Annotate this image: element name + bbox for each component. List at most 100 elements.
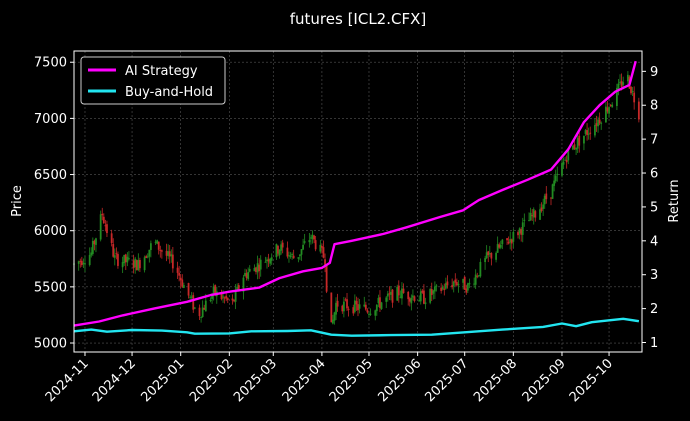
candle-body [168,251,171,257]
candle-body [253,267,256,272]
candle-body [532,209,535,218]
y-right-tick-label: 7 [650,133,658,148]
candle-body [149,243,152,251]
candle-body [222,296,224,298]
candle-body [331,319,334,324]
candle-body [90,252,93,256]
candle-body [455,281,458,286]
candle-body [267,259,270,262]
y-right-tick-label: 5 [650,200,658,215]
candle-body [512,231,515,242]
candle-body [606,107,609,112]
candle-body [630,86,632,94]
candle-body [477,275,480,277]
candle-body [622,82,625,85]
candle-body [374,310,377,316]
candle-body [270,257,273,261]
candle-body [485,252,488,259]
candle-body [520,229,523,235]
candle-body [269,258,272,264]
candle-body [128,258,130,260]
y-left-tick-label: 5500 [34,280,67,295]
candle-body [419,291,422,302]
candle-body [93,240,96,245]
candle-body [77,261,80,264]
candle-body [179,277,182,281]
candle-body [531,215,534,217]
candle-body [534,211,537,218]
candle-body [631,90,634,92]
candle-body [277,246,279,254]
candle-body [413,296,416,302]
candle-body [377,297,380,304]
candle-body [189,296,192,298]
candle-body [234,289,237,302]
candle-body [264,261,267,263]
candle-body [178,272,181,276]
candle-body [551,184,554,199]
candle-body [132,260,135,268]
candle-body [324,259,326,266]
candle-body [200,316,202,318]
candle-body [347,308,350,310]
legend-label-ai-strategy: AI Strategy [125,64,198,79]
candle-body [308,240,311,243]
candle-body [242,277,245,292]
candle-body [501,239,504,245]
candle-body [528,220,530,222]
candle-body [363,304,366,307]
candle-body [375,304,378,312]
candle-body [479,261,482,277]
candle-body [159,250,162,252]
candle-body [626,74,629,82]
candle-body [423,290,425,304]
candle-body [145,256,148,259]
candle-body [430,289,433,296]
candle-body [310,237,312,239]
candle-body [462,278,465,283]
candle-body [275,244,278,258]
candle-body [490,253,493,259]
candle-body [587,133,590,135]
y-left-tick-label: 5000 [34,337,67,352]
candle-body [117,254,119,266]
candle-body [521,222,524,235]
candle-body [289,255,292,257]
candle-body [399,296,402,298]
candle-body [564,159,567,161]
candle-body [402,288,405,294]
candle-body [115,253,118,255]
candle-body [390,291,392,295]
candle-body [160,250,163,252]
candle-body [457,283,460,286]
candle-body [302,244,304,250]
candle-body [79,260,82,262]
candle-body [446,281,449,286]
candle-body [615,87,618,107]
candle-body [575,147,577,150]
candle-body [134,258,137,268]
candle-body [248,268,251,272]
candle-body [157,241,160,250]
candle-body [633,92,636,103]
candle-body [523,219,526,221]
candle-body [509,239,512,243]
candle-body [506,238,508,241]
candle-body [146,256,149,258]
candle-body [104,225,107,227]
candle-body [468,282,471,285]
y-left-tick-label: 6500 [34,168,67,183]
candle-body [313,235,315,240]
candle-body [303,241,306,243]
candle-body [611,104,614,108]
candle-body [220,292,223,300]
candle-body [543,195,546,205]
candle-body [84,263,86,265]
candle-body [106,224,108,234]
candle-body [407,292,410,300]
candle-body [139,259,141,269]
candle-body [510,239,513,244]
y-right-tick-label: 9 [650,65,658,80]
candle-body [444,283,447,289]
y-left-tick-label: 7000 [34,112,67,127]
